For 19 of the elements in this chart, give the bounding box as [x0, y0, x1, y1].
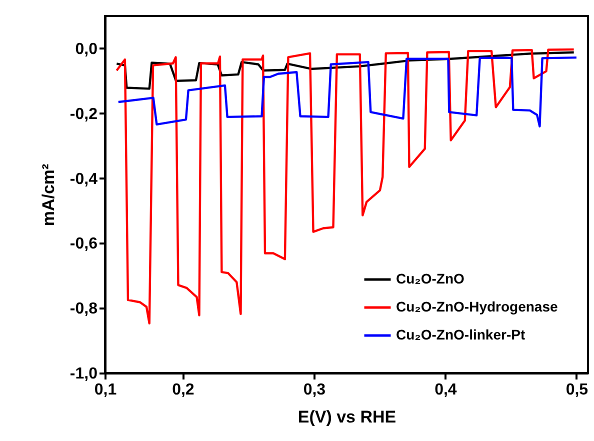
legend-label: Cu₂O-ZnO	[396, 270, 465, 286]
x-tick-label: 0,3	[303, 382, 326, 398]
line-series	[116, 51, 575, 90]
x-axis-title: E(V) vs RHE	[298, 408, 396, 426]
x-tick-label: 0,4	[434, 382, 457, 398]
y-tick-label: -0,6	[70, 236, 98, 253]
y-tick-label: -0,4	[70, 170, 98, 188]
x-tick-label: 0,5	[566, 382, 588, 398]
y-tick-label: -0,8	[70, 300, 98, 318]
line-series	[116, 48, 575, 324]
y-tick-label: -0,2	[70, 106, 98, 123]
y-axis-title: mA/cm²	[38, 163, 58, 226]
x-tick-label: 0,2	[172, 382, 194, 398]
line-series	[117, 56, 578, 128]
y-tick-label: 0,0	[75, 40, 98, 58]
y-tick-label: -1,0	[70, 366, 98, 382]
legend-label: Cu₂O-ZnO-linker-Pt	[396, 326, 526, 342]
legend-label: Cu₂O-ZnO-Hydrogenase	[396, 298, 558, 314]
x-tick-label: 0,1	[94, 382, 117, 398]
